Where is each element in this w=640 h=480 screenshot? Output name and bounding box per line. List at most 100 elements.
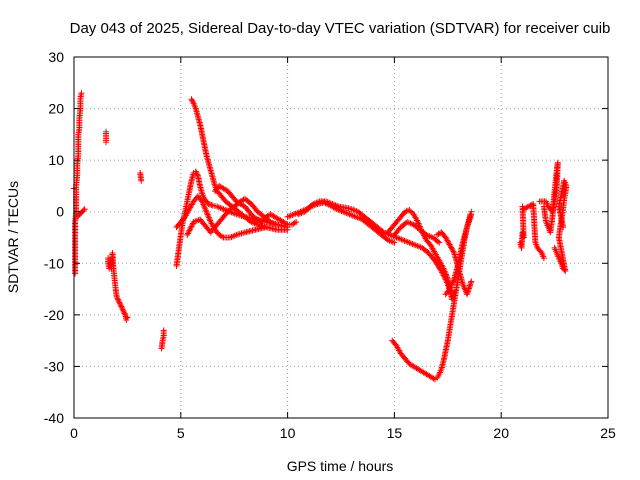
data-point [115, 297, 122, 304]
data-point [442, 269, 449, 276]
data-point [449, 278, 456, 285]
data-point [200, 202, 207, 209]
data-point [402, 208, 409, 215]
data-point [202, 205, 209, 212]
data-point [460, 283, 467, 290]
data-point [187, 224, 194, 231]
data-point [189, 221, 196, 228]
data-point [204, 210, 211, 217]
x-tick-label: 5 [177, 425, 185, 441]
data-point [118, 303, 125, 310]
data-point [203, 208, 210, 215]
data-point [115, 296, 122, 303]
data-point [536, 198, 543, 205]
data-point [560, 224, 567, 231]
data-point [117, 302, 124, 309]
y-tick-label: -40 [44, 410, 64, 426]
data-point [520, 206, 527, 213]
data-point [526, 203, 533, 210]
data-point [184, 230, 191, 237]
y-tick-label: 0 [56, 204, 64, 220]
data-point [430, 375, 437, 382]
data-point [123, 317, 130, 324]
data-point [283, 220, 290, 227]
data-point [442, 271, 449, 278]
y-tick-label: 20 [48, 101, 64, 117]
data-point [119, 306, 126, 313]
data-point [459, 280, 466, 287]
y-tick-label: -10 [44, 255, 64, 271]
data-point [113, 293, 120, 300]
y-tick-label: -30 [44, 358, 64, 374]
plot-frame [73, 56, 609, 419]
x-tick-label: 25 [600, 425, 616, 441]
chart-title: Day 043 of 2025, Sidereal Day-to-day VTE… [70, 20, 611, 37]
data-point [447, 284, 454, 291]
x-tick-label: 15 [387, 425, 403, 441]
data-point [200, 201, 207, 208]
data-point [468, 278, 475, 285]
x-tick-label: 0 [70, 425, 78, 441]
data-point [450, 277, 457, 284]
data-point [193, 169, 200, 176]
data-point [184, 231, 191, 238]
data-point [291, 219, 298, 226]
data-point [263, 224, 270, 231]
data-point [201, 204, 208, 211]
data-point [138, 177, 145, 184]
data-point [205, 214, 212, 221]
data-point [160, 327, 167, 334]
data-point [187, 226, 194, 233]
y-tick-label: -20 [44, 307, 64, 323]
data-point [120, 307, 127, 314]
data-point [189, 99, 196, 106]
data-point [120, 309, 127, 316]
data-point [524, 203, 531, 210]
data-point [407, 208, 414, 215]
data-point [194, 171, 201, 178]
grid [74, 57, 608, 418]
data-point [446, 286, 453, 293]
data-point [81, 206, 88, 213]
data-point [199, 198, 206, 205]
data-point [434, 238, 441, 245]
data-point [522, 205, 529, 212]
data-point [414, 219, 421, 226]
data-point [293, 219, 300, 226]
data-point [116, 299, 123, 306]
x-tick-label: 10 [280, 425, 296, 441]
data-point [450, 248, 457, 255]
data-point [192, 168, 199, 175]
data-point [444, 274, 451, 281]
data-point [199, 199, 206, 206]
data-point [460, 282, 467, 289]
data-point [189, 97, 196, 104]
data-point [441, 268, 448, 275]
data-point [206, 216, 213, 223]
data-point [546, 204, 553, 211]
data-point [117, 300, 124, 307]
data-point [188, 96, 195, 103]
data-point [124, 314, 131, 321]
data-point [436, 239, 443, 246]
y-tick-label: 30 [48, 49, 64, 65]
data-point [540, 255, 547, 262]
data-point [202, 207, 209, 214]
data-point [78, 90, 85, 97]
data-point [205, 200, 212, 207]
data-point [121, 310, 128, 317]
data-point [449, 280, 456, 287]
y-axis-label: SDTVAR / TECUs [5, 181, 21, 293]
data-point [186, 227, 193, 234]
data-point [391, 239, 398, 246]
data-point [448, 281, 455, 288]
data-point [207, 217, 214, 224]
data-point [415, 220, 422, 227]
x-axis-label: GPS time / hours [287, 458, 394, 474]
data-point [468, 211, 475, 218]
data-point [118, 304, 125, 311]
y-tick-label: 10 [48, 152, 64, 168]
data-point [103, 139, 110, 146]
data-point [441, 266, 448, 273]
data-point [443, 272, 450, 279]
